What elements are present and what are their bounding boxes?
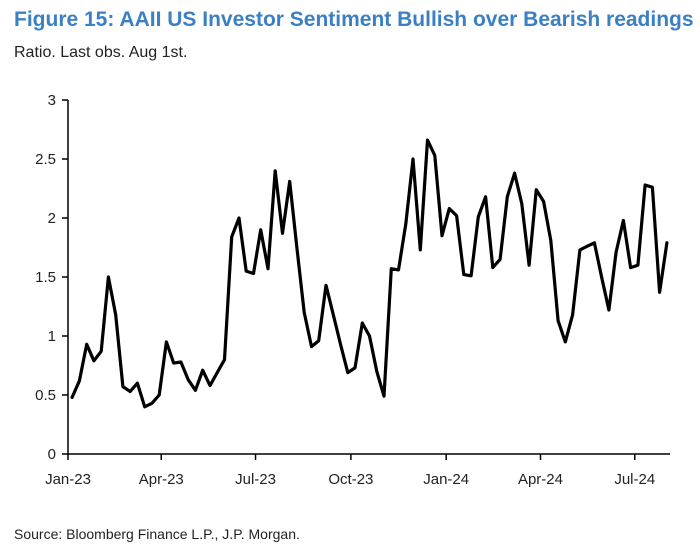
line-chart: 00.511.522.53 Jan-23 Apr-23 Jul-23 Oct-23 Ja…: [35, 92, 670, 488]
y-axis-ticks: 0 0.5 1 1.5 2 2.5 3: [35, 92, 68, 463]
y-tick-label: 0: [48, 446, 56, 463]
x-tick-label: Jan-23: [45, 471, 91, 488]
sentiment-ratio-line: [70, 138, 669, 409]
y-tick-label: 1.5: [35, 269, 56, 286]
y-tick-label: 2: [48, 210, 56, 227]
y-tick-label: 3: [48, 92, 56, 109]
x-axis-ticks: Jan-23 Apr-23 Jul-23 Oct-23 Jan-24 Apr-24 Jul-…: [45, 454, 655, 488]
x-tick-label: Jan-24: [423, 471, 469, 488]
y-tick-label: 2.5: [35, 151, 56, 168]
x-tick-label: Apr-24: [518, 471, 563, 488]
x-tick-label: Oct-23: [328, 471, 373, 488]
source-note: Source: Bloomberg Finance L.P., J.P. Mor…: [14, 526, 300, 542]
x-tick-label: Jul-24: [614, 471, 655, 488]
x-tick-label: Apr-23: [139, 471, 184, 488]
chart-title: Figure 15: AAII US Investor Sentiment Bu…: [14, 8, 694, 31]
y-tick-label: 0.5: [35, 387, 56, 404]
chart-subtitle: Ratio. Last obs. Aug 1st.: [14, 44, 188, 61]
y-tick-label: 1: [48, 328, 56, 345]
x-tick-label: Jul-23: [235, 471, 276, 488]
